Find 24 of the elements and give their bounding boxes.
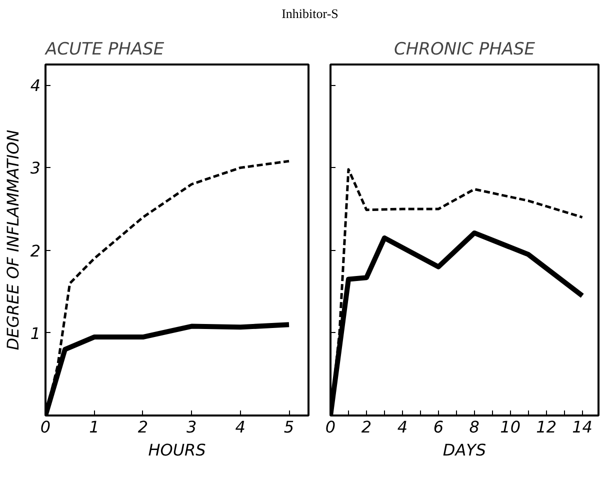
x-tick-label: 4 <box>397 418 408 436</box>
y-tick-label: 3 <box>30 158 41 178</box>
x-tick-label: 2 <box>138 418 148 436</box>
y-tick-label: 4 <box>30 76 41 96</box>
chart-title: ACUTE PHASE <box>44 40 164 60</box>
x-tick-label: 10 <box>500 418 521 436</box>
x-tick-label: 3 <box>186 418 197 436</box>
x-tick-label: 0 <box>40 418 51 436</box>
x-tick-label: 14 <box>572 418 592 436</box>
x-axis-title: DAYS <box>442 440 486 460</box>
x-tick-label: 8 <box>469 418 480 436</box>
y-axis-title: DEGREE OF INFLAMMATION <box>3 130 22 350</box>
text: Inhibitor-S <box>282 5 338 23</box>
x-tick-label: 4 <box>235 418 246 436</box>
x-tick-label: 1 <box>89 418 100 436</box>
x-tick-label: 12 <box>536 418 557 436</box>
x-axis-title: HOURS <box>148 440 206 460</box>
y-tick-label: 1 <box>30 324 41 343</box>
x-tick-label: 2 <box>361 418 372 436</box>
x-tick-label: 6 <box>433 418 444 436</box>
x-tick-label: 5 <box>284 418 294 436</box>
chart-title: CHRONIC PHASE <box>394 40 536 60</box>
x-tick-label: 0 <box>325 418 336 436</box>
y-tick-label: 2 <box>30 241 41 260</box>
